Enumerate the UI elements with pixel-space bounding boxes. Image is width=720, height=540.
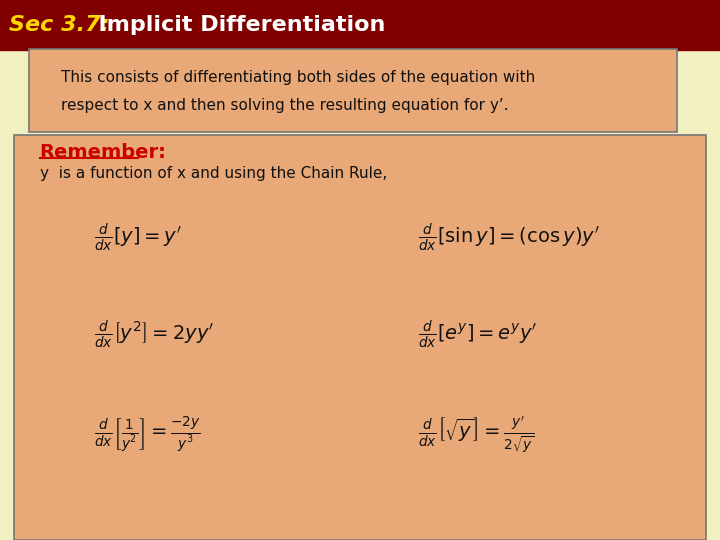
- Text: $\frac{d}{dx}\left[y\right]= y'$: $\frac{d}{dx}\left[y\right]= y'$: [94, 221, 181, 254]
- FancyBboxPatch shape: [0, 0, 720, 50]
- Text: respect to x and then solving the resulting equation for y’.: respect to x and then solving the result…: [61, 98, 509, 113]
- Text: $\frac{d}{dx}\left[\sin y\right]= (\cos y)y'$: $\frac{d}{dx}\left[\sin y\right]= (\cos …: [418, 221, 599, 254]
- Text: Implicit Differentiation: Implicit Differentiation: [83, 15, 385, 35]
- FancyBboxPatch shape: [29, 49, 677, 132]
- Text: $\frac{d}{dx}\left[e^{y}\right]= e^{y}y'$: $\frac{d}{dx}\left[e^{y}\right]= e^{y}y'…: [418, 319, 537, 351]
- Text: $\frac{d}{dx}\left[y^{2}\right]= 2yy'$: $\frac{d}{dx}\left[y^{2}\right]= 2yy'$: [94, 319, 214, 351]
- Text: Remember:: Remember:: [40, 143, 166, 162]
- FancyBboxPatch shape: [14, 135, 706, 540]
- Text: $\frac{d}{dx}\left[\frac{1}{y^{2}}\right]=\frac{-2y}{y^{3}}$: $\frac{d}{dx}\left[\frac{1}{y^{2}}\right…: [94, 415, 200, 454]
- Text: $\frac{d}{dx}\left[\sqrt{y}\right]=\frac{y'}{2\sqrt{y}}$: $\frac{d}{dx}\left[\sqrt{y}\right]=\frac…: [418, 414, 534, 455]
- Text: Sec 3.7:: Sec 3.7:: [9, 15, 109, 35]
- Text: This consists of differentiating both sides of the equation with: This consists of differentiating both si…: [61, 70, 536, 85]
- Text: y  is a function of x and using the Chain Rule,: y is a function of x and using the Chain…: [40, 166, 387, 181]
